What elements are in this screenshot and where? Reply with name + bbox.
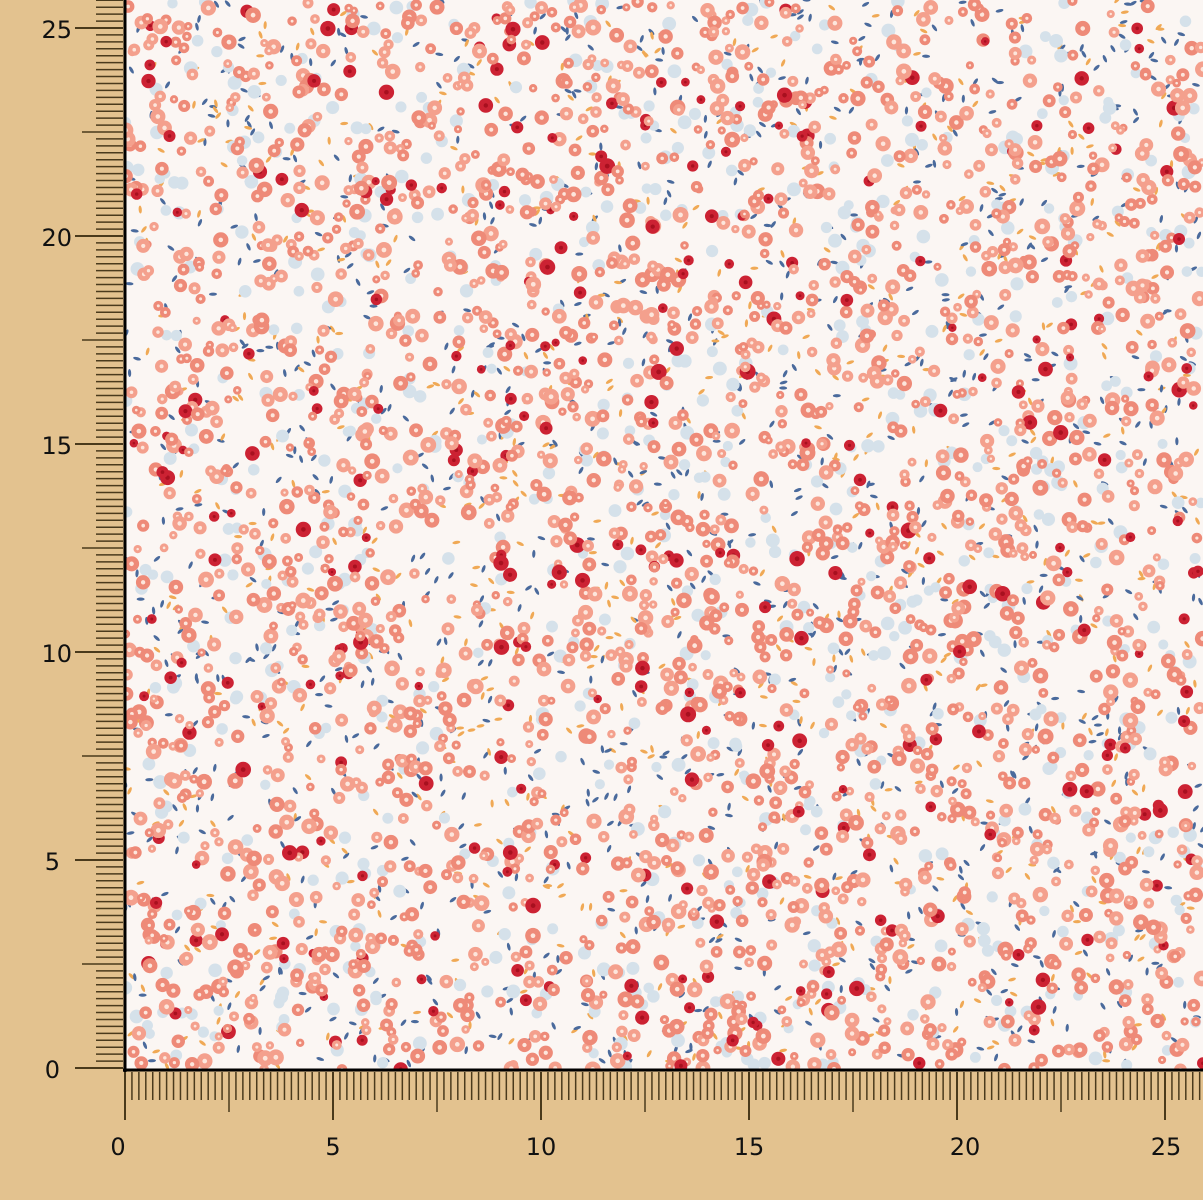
flower [824,717,839,731]
flower [252,220,266,234]
flower [1031,399,1045,413]
flower [327,291,344,308]
ruler-ticks [75,0,1201,1120]
x-label-20: 20 [950,1133,981,1161]
fabric-swatch [125,0,1203,1070]
flower [479,770,490,781]
flower [1131,22,1144,35]
flower [1027,55,1037,65]
flower [705,139,716,150]
x-label-15: 15 [734,1133,765,1161]
flower [766,939,778,951]
flower [1008,505,1024,521]
flower [1071,967,1086,982]
flower [438,167,451,180]
flower [164,671,177,684]
flower [859,619,873,633]
y-label-10: 10 [41,640,72,668]
flower [385,327,398,340]
flower [999,803,1014,818]
flower [1102,296,1115,309]
flower [633,66,646,79]
y-label-5: 5 [45,848,60,876]
flower [432,820,442,830]
y-label-20: 20 [41,224,72,252]
flower [511,963,524,977]
x-label-5: 5 [325,1133,340,1161]
flower [451,740,461,750]
flower [867,683,877,693]
y-label-0: 0 [45,1056,60,1084]
flower [238,524,249,535]
flower [1161,357,1177,373]
flower [227,772,244,789]
y-label-25: 25 [41,16,72,44]
y-label-15: 15 [41,432,72,460]
flower [384,660,400,677]
flower [141,73,156,89]
flower [335,713,349,727]
flower [1109,614,1124,628]
flower [789,1051,799,1061]
flower [961,762,973,774]
flower [380,28,392,39]
x-label-0: 0 [110,1133,125,1161]
flower [837,893,849,905]
flower [1021,728,1034,741]
flower [433,310,447,324]
x-label-10: 10 [526,1133,557,1161]
flower [804,163,820,179]
flower [525,327,540,342]
x-label-25: 25 [1151,1133,1182,1161]
flower [149,221,159,232]
flower [759,248,770,259]
flower [1138,807,1152,821]
flower [353,984,366,997]
flower [992,749,1006,763]
flower [1188,497,1198,506]
flower [1012,948,1025,961]
flower [1133,914,1149,931]
